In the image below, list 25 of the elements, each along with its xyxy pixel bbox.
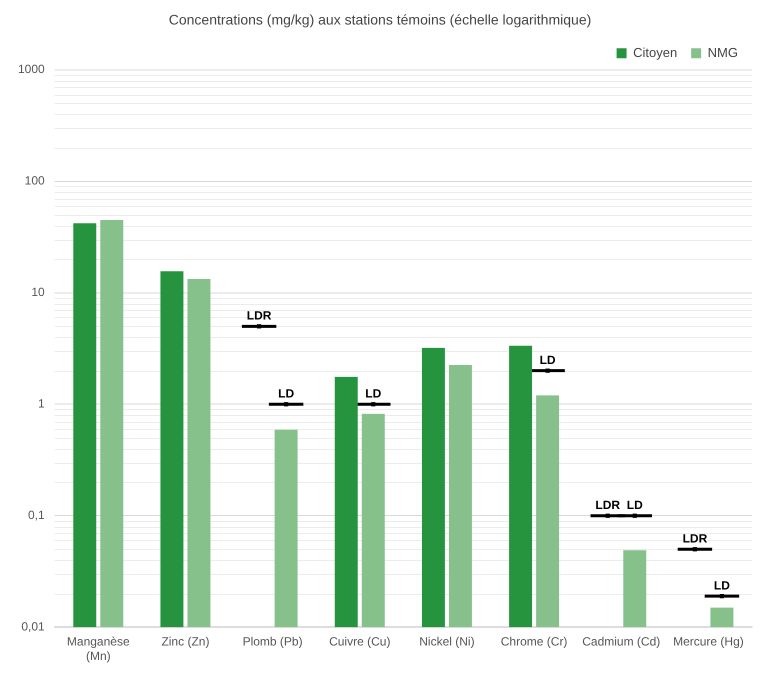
text: LD [365, 386, 382, 401]
legend-label: Citoyen [633, 44, 678, 60]
chart-title: Concentrations (mg/kg) aux stations témoins (échelle logarithmique) [168, 11, 592, 28]
x-tick-label: Nickel (Ni) [419, 634, 475, 649]
legend-label: NMG [708, 44, 738, 60]
series-label: LD [540, 352, 556, 367]
x-tick-label: Zinc (Zn) [161, 634, 210, 649]
x-tick-label: Cuivre (Cu) [329, 634, 390, 649]
x-tick-label: Chrome (Cr) [500, 634, 568, 649]
x-tick-label: Cadmium (Cd) [582, 634, 660, 649]
text: LD [278, 386, 294, 401]
x-tick-label: Manganèse (Mn) [66, 634, 130, 664]
series-label: LDR [682, 532, 708, 546]
text: LD [714, 578, 730, 592]
x-tick-label: Plomb (Pb) [242, 634, 303, 649]
y-tick-label: 0,1 [28, 508, 46, 522]
x-tick-label: Mercure (Hg) [673, 634, 744, 649]
text: LD [626, 498, 643, 512]
text: LDR [595, 498, 620, 512]
y-tick-label: 0,01 [21, 620, 46, 634]
text: LDR [246, 308, 272, 323]
y-tick-label: 10 [31, 285, 46, 300]
y-tick-label: 100 [24, 174, 46, 188]
y-tick-label: 1000 [18, 62, 46, 76]
y-tick-label: 1 [38, 396, 46, 411]
